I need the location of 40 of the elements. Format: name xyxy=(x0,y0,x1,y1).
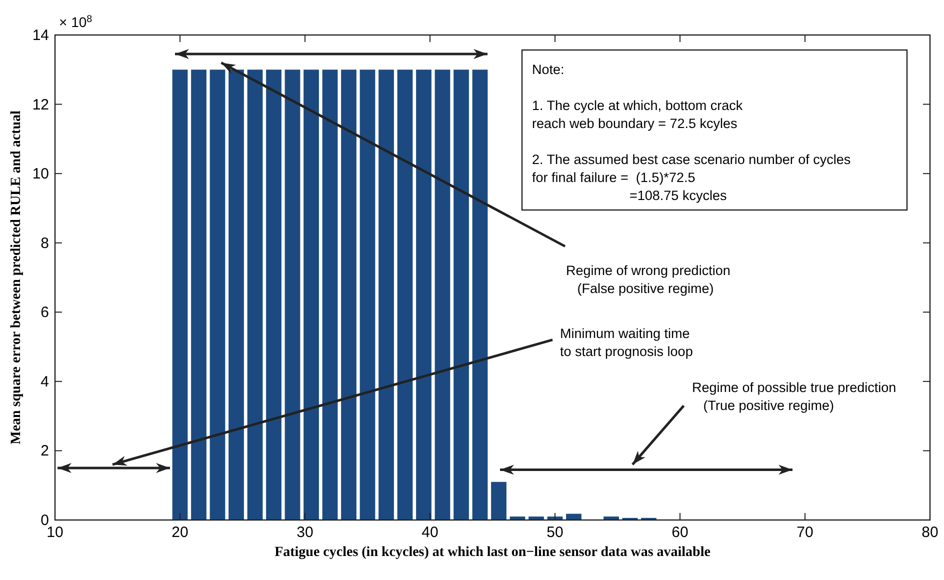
x-tick-label: 70 xyxy=(796,524,814,541)
y-tick-label: 10 xyxy=(32,166,49,183)
x-tick-label: 20 xyxy=(172,524,188,541)
note-box: Note: 1. The cycle at which, bottom crack reach web boundary = 72.5 kcyles 2. The assumed best case scenario number of cycles for final failure = (1.5)*72.5 =108.75 kcycles xyxy=(521,49,908,211)
x-tick-label: 80 xyxy=(922,524,938,541)
x-tick-label: 60 xyxy=(672,524,688,541)
x-axis-title: Fatigue cycles (in kcycles) at which last on−line sensor data was available xyxy=(274,545,710,560)
bar xyxy=(454,70,469,520)
bar xyxy=(341,70,356,520)
y-axis-title: Mean square error between predicted RULE and actual xyxy=(9,110,24,444)
x-tick-label: 50 xyxy=(546,524,564,541)
bar xyxy=(228,70,244,520)
annotation: Regime of possible true prediction (True positive regime) xyxy=(692,380,896,413)
y-tick-label: 6 xyxy=(40,304,49,322)
y-tick-label: 12 xyxy=(32,96,49,114)
x-tick-label: 40 xyxy=(422,524,438,541)
annotation: Minimum waiting time to start prognosis loop xyxy=(560,326,693,359)
annotation: Regime of wrong prediction (False positive regime) xyxy=(566,263,730,296)
bar xyxy=(360,70,376,520)
bar xyxy=(191,70,206,520)
bar xyxy=(434,70,450,520)
x-tick-label: 30 xyxy=(296,524,314,541)
bar xyxy=(247,70,263,520)
bar xyxy=(172,70,188,520)
bar xyxy=(472,70,488,520)
y-tick-label: 8 xyxy=(40,234,49,252)
bar xyxy=(284,70,300,520)
bar xyxy=(491,482,506,520)
bar xyxy=(266,70,282,520)
bar xyxy=(210,70,226,520)
y-tick-label: 14 xyxy=(32,27,49,44)
bar xyxy=(397,70,413,520)
text: × 10$^{8}$ xyxy=(59,14,93,30)
bar xyxy=(304,70,319,520)
y-tick-label: 2 xyxy=(40,442,49,460)
bar xyxy=(378,70,394,520)
bar xyxy=(322,70,338,520)
y-tick-label: 0 xyxy=(40,512,49,529)
bar xyxy=(416,70,432,520)
y-tick-label: 4 xyxy=(40,373,49,390)
